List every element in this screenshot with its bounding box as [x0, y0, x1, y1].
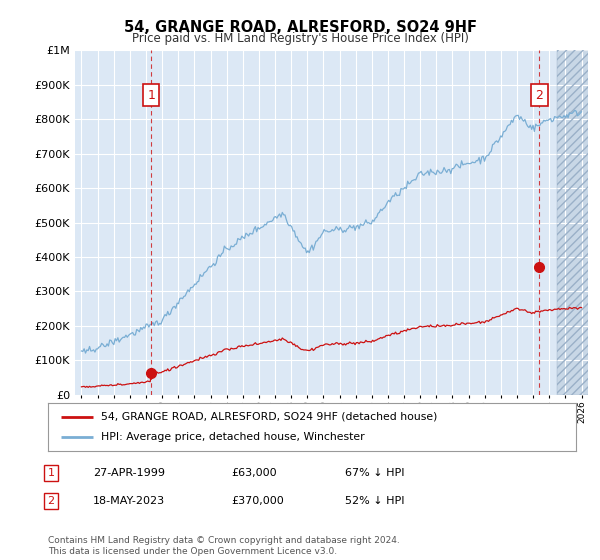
Text: 54, GRANGE ROAD, ALRESFORD, SO24 9HF (detached house): 54, GRANGE ROAD, ALRESFORD, SO24 9HF (de…	[101, 412, 437, 422]
Text: Price paid vs. HM Land Registry's House Price Index (HPI): Price paid vs. HM Land Registry's House …	[131, 32, 469, 45]
Text: 18-MAY-2023: 18-MAY-2023	[93, 496, 165, 506]
Text: 67% ↓ HPI: 67% ↓ HPI	[345, 468, 404, 478]
Text: 1: 1	[47, 468, 55, 478]
Text: 2: 2	[47, 496, 55, 506]
Text: £370,000: £370,000	[231, 496, 284, 506]
Text: 1: 1	[147, 88, 155, 102]
Text: 27-APR-1999: 27-APR-1999	[93, 468, 165, 478]
Text: 52% ↓ HPI: 52% ↓ HPI	[345, 496, 404, 506]
Text: Contains HM Land Registry data © Crown copyright and database right 2024.
This d: Contains HM Land Registry data © Crown c…	[48, 536, 400, 556]
Bar	[557, 50, 598, 395]
Text: 2: 2	[535, 88, 543, 102]
Text: HPI: Average price, detached house, Winchester: HPI: Average price, detached house, Winc…	[101, 432, 364, 442]
Text: 54, GRANGE ROAD, ALRESFORD, SO24 9HF: 54, GRANGE ROAD, ALRESFORD, SO24 9HF	[124, 20, 476, 35]
Bar	[557, 50, 598, 395]
Text: £63,000: £63,000	[231, 468, 277, 478]
